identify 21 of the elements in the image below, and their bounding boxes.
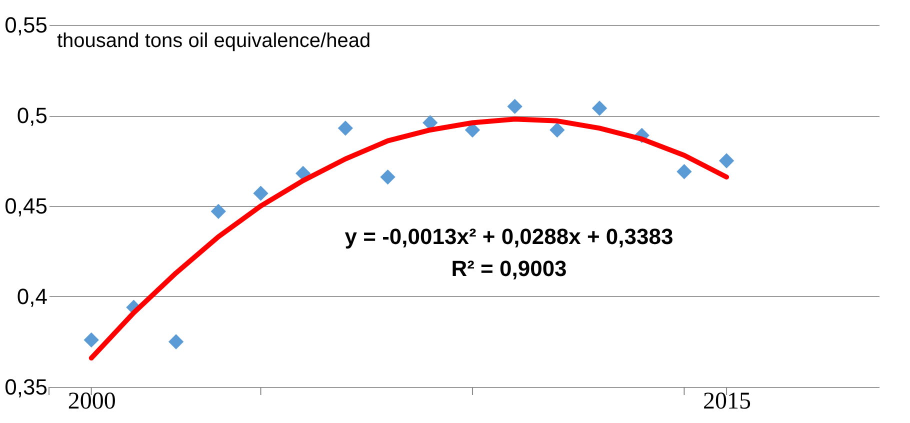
- point: [338, 120, 354, 136]
- point: [210, 204, 226, 220]
- annotation: y = -0,0013x² + 0,0288x + 0,3383: [344, 224, 674, 249]
- point: [168, 334, 184, 350]
- y-tick-label: 0,45: [4, 194, 48, 218]
- y-tick-label: 0,35: [4, 374, 48, 400]
- x-tick-label: 2015: [703, 388, 752, 414]
- y-tick-label: 0,55: [4, 12, 48, 38]
- point: [550, 122, 565, 138]
- point: [84, 332, 99, 348]
- point: [380, 169, 396, 185]
- y-axis-title: thousand tons oil equivalence/head: [57, 30, 371, 52]
- point: [253, 186, 268, 201]
- point: [676, 164, 692, 180]
- y-tick-label: 0,5: [16, 103, 48, 128]
- point: [592, 100, 608, 116]
- point: [507, 98, 522, 114]
- x-tick-label: 2000: [68, 388, 116, 414]
- annotation: R² = 0,9003: [451, 256, 567, 281]
- point: [718, 153, 734, 168]
- y-tick-label: 0,4: [16, 284, 48, 309]
